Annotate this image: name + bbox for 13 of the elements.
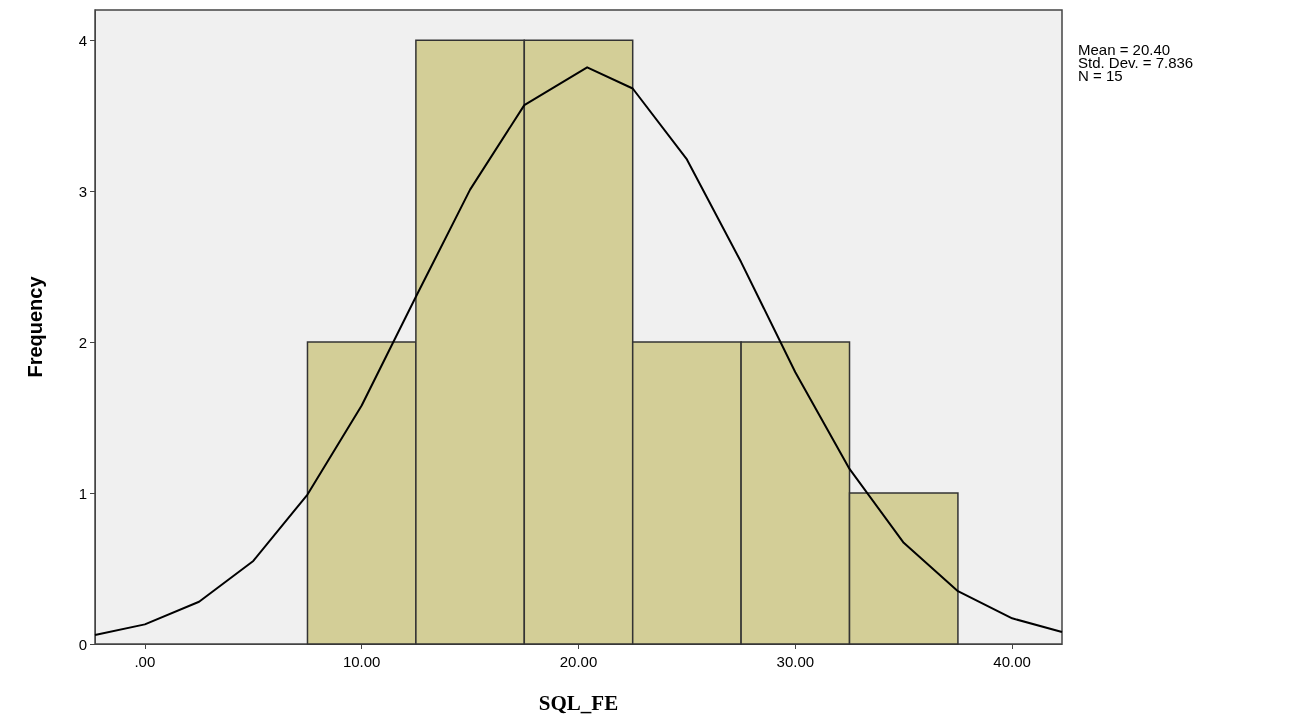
y-tick-label: 1	[78, 484, 87, 502]
x-tick-label: 40.00	[993, 653, 1031, 670]
x-tick-label: 30.00	[776, 653, 815, 670]
y-tick-label: 4	[78, 31, 87, 49]
x-tick-label: 10.00	[342, 653, 381, 670]
y-tick-label: 2	[78, 333, 87, 351]
x-axis-title: SQL_FE	[538, 690, 619, 715]
y-tick-label: 0	[78, 635, 87, 653]
y-tick-label: 3	[78, 182, 87, 200]
x-tick-label: .00	[134, 653, 156, 670]
y-axis-title: Frequency	[24, 275, 46, 378]
line-series	[94, 66, 1063, 636]
x-tick-label: 20.00	[559, 653, 598, 670]
